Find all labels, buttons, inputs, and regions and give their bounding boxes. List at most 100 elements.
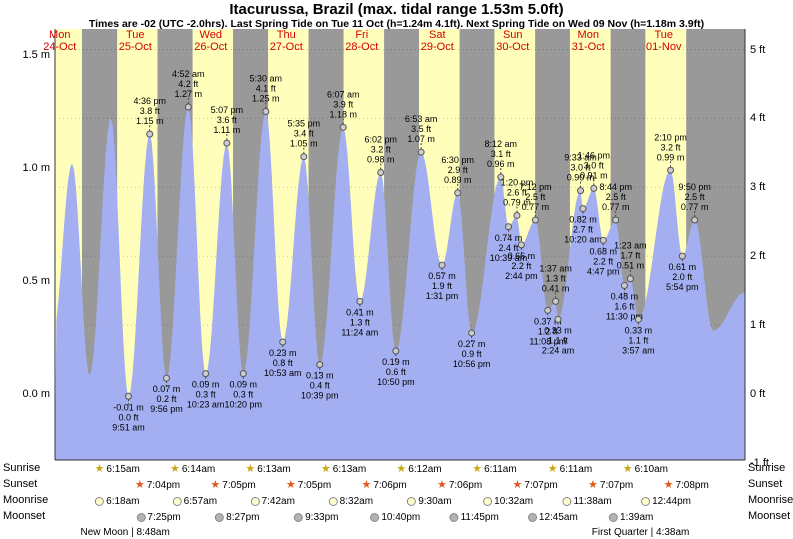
- astro-time: 12:44pm: [641, 494, 691, 508]
- low-tide-marker: [517, 241, 525, 249]
- astro-time-value: 6:13am: [332, 463, 367, 475]
- moonset-icon: [449, 512, 459, 522]
- day-header: Sat 29-Oct: [420, 29, 454, 53]
- moonset-icon: [215, 512, 225, 522]
- astro-time: ★ 7:06pm: [361, 478, 406, 492]
- astro-time: ★ 7:07pm: [588, 478, 633, 492]
- astro-row-label-left: Sunrise: [3, 462, 41, 474]
- ft-axis-tick: -1 ft: [750, 456, 769, 469]
- astro-time: 1:39am: [609, 510, 653, 524]
- high-tide-marker: [667, 166, 675, 174]
- low-tide-marker: [438, 261, 446, 269]
- high-tide-label: 9:50 pm 2.5 ft 0.77 m: [678, 182, 711, 212]
- low-tide-label: 0.82 m 2.7 ft 10:20 am: [564, 215, 602, 245]
- sunset-icon: ★: [361, 478, 372, 491]
- tide-area: [55, 107, 745, 460]
- ft-axis-tick: 2 ft: [750, 250, 766, 263]
- high-tide-marker: [223, 139, 231, 147]
- high-tide-label: 1:23 am 1.7 ft 0.51 m: [614, 241, 647, 271]
- sunset-icon: ★: [134, 478, 145, 491]
- astro-row-label-right: Sunset: [748, 478, 783, 490]
- astro-time: 12:45am: [527, 510, 578, 524]
- high-tide-marker: [497, 173, 505, 181]
- high-tide-marker: [552, 297, 560, 305]
- sunrise-icon: ★: [547, 462, 558, 475]
- high-tide-marker: [612, 216, 620, 224]
- high-tide-label: 8:12 am 3.1 ft 0.96 m: [485, 139, 518, 169]
- sunrise-icon: ★: [320, 462, 331, 475]
- astro-time-value: 6:15am: [106, 463, 140, 475]
- low-tide-label: 0.13 m 0.4 ft 10:39 pm: [301, 371, 339, 401]
- high-tide-label: 2:10 pm 3.2 ft 0.99 m: [654, 132, 687, 162]
- low-tide-marker: [468, 329, 476, 337]
- moonset-icon: [609, 512, 619, 522]
- high-tide-marker: [377, 169, 385, 177]
- moon-phase-event: New Moon | 8:48am: [80, 527, 170, 538]
- astro-row-label-left: Moonrise: [3, 494, 49, 506]
- sunset-icon: ★: [436, 478, 447, 491]
- astro-time: 10:32am: [483, 494, 533, 508]
- sunrise-icon: ★: [169, 462, 180, 475]
- high-tide-label: 7:12 pm 2.5 ft 0.77 m: [519, 182, 552, 212]
- high-tide-marker: [513, 211, 521, 219]
- day-header: Mon 31-Oct: [571, 29, 605, 53]
- high-tide-label: 4:36 pm 3.8 ft 1.15 m: [133, 96, 166, 126]
- astro-time: ★ 7:04pm: [135, 478, 180, 492]
- high-tide-label: 8:44 pm 2.5 ft 0.77 m: [599, 182, 632, 212]
- astro-time: 8:32am: [328, 494, 373, 508]
- low-tide-marker: [634, 315, 642, 323]
- astro-time: 9:30am: [407, 494, 452, 508]
- low-tide-label: 0.09 m 0.3 ft 10:20 pm: [224, 380, 262, 410]
- day-header: Sun 30-Oct: [496, 29, 530, 53]
- high-tide-marker: [691, 216, 699, 224]
- astro-time-value: 7:07pm: [599, 479, 634, 491]
- astro-time: ★ 7:06pm: [437, 478, 482, 492]
- high-tide-label: 5:35 pm 3.4 ft 1.05 m: [288, 119, 321, 149]
- astro-time: ★ 6:14am: [170, 462, 215, 476]
- astro-time-value: 7:04pm: [146, 479, 181, 491]
- astro-row-label-right: Moonrise: [748, 494, 793, 506]
- low-tide-marker: [620, 282, 628, 290]
- high-tide-label: 6:02 pm 3.2 ft 0.98 m: [364, 135, 397, 165]
- astro-time-value: 7:05pm: [222, 479, 256, 491]
- high-tide-marker: [454, 189, 462, 197]
- astro-time-value: 1:39am: [620, 511, 654, 523]
- astro-time-value: 10:32am: [494, 495, 534, 507]
- astro-time: ★ 7:08pm: [664, 478, 709, 492]
- high-tide-label: 4:52 am 4.2 ft 1.27 m: [172, 69, 205, 99]
- astro-time-value: 6:11am: [559, 463, 593, 475]
- astro-time: ★ 6:10am: [623, 462, 668, 476]
- high-tide-marker: [146, 130, 154, 138]
- astro-time: 7:25pm: [136, 510, 181, 524]
- low-tide-marker: [279, 338, 287, 346]
- sunrise-icon: ★: [472, 462, 483, 475]
- astro-time-value: 6:12am: [408, 463, 442, 475]
- astro-time: 6:57am: [172, 494, 217, 508]
- day-header: Tue 01-Nov: [646, 29, 682, 53]
- sunset-icon: ★: [512, 478, 523, 491]
- astro-time-value: 7:07pm: [524, 479, 558, 491]
- ft-axis-tick: 5 ft: [750, 43, 766, 56]
- astro-time-value: 7:06pm: [448, 479, 483, 491]
- astro-row-label-right: Sunrise: [748, 462, 786, 474]
- high-tide-marker: [531, 216, 539, 224]
- sunrise-icon: ★: [396, 462, 407, 475]
- low-tide-label: 0.66 m 2.2 ft 2:44 pm: [505, 251, 538, 281]
- high-tide-marker: [577, 187, 585, 195]
- low-tide-marker: [579, 205, 587, 213]
- sunset-icon: ★: [285, 478, 296, 491]
- astro-time-value: 12:45am: [538, 511, 578, 523]
- astro-row-label-left: Sunset: [3, 478, 38, 490]
- astro-time-value: 6:13am: [257, 463, 291, 475]
- moonrise-icon: [562, 496, 572, 506]
- high-tide-marker: [417, 148, 425, 156]
- low-tide-label: 0.23 m 0.8 ft 10:53 am: [264, 348, 302, 378]
- astro-time: ★ 6:13am: [321, 462, 366, 476]
- sunset-icon: ★: [663, 478, 674, 491]
- low-tide-marker: [544, 306, 552, 314]
- astro-time-value: 6:10am: [634, 463, 669, 475]
- astro-time: ★ 7:07pm: [513, 478, 558, 492]
- high-tide-label: 1:20 pm 2.6 ft 0.79 m: [501, 177, 534, 207]
- low-tide-marker: [599, 236, 607, 244]
